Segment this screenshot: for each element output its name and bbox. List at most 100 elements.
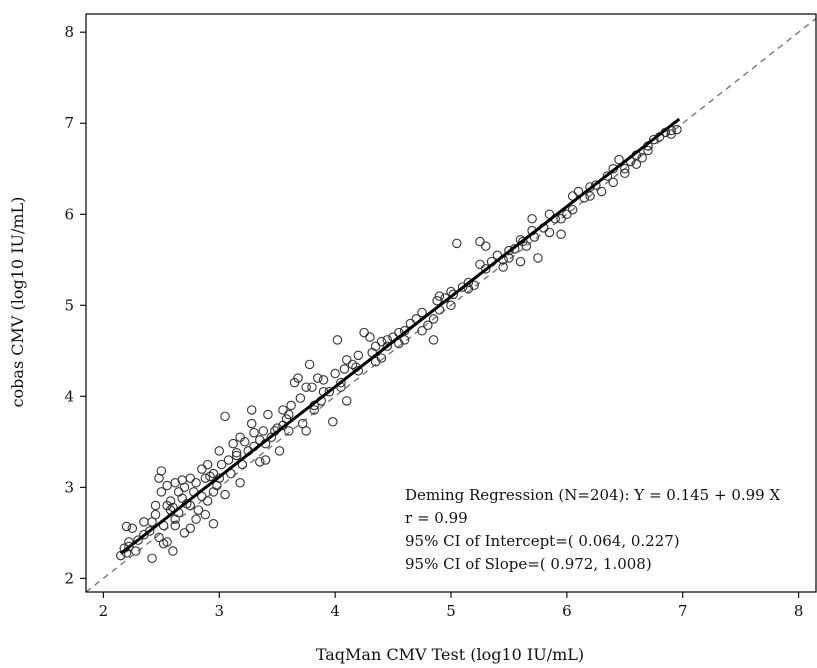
data-point <box>150 500 161 511</box>
data-point <box>220 489 230 500</box>
data-point <box>131 546 141 556</box>
data-point <box>156 487 167 497</box>
data-point <box>168 546 178 556</box>
data-point <box>284 426 294 436</box>
y-tick-label: 7 <box>64 114 74 132</box>
data-point <box>666 129 676 139</box>
data-point <box>339 364 350 374</box>
data-point <box>521 241 532 251</box>
x-tick-label: 6 <box>562 602 572 620</box>
data-point <box>177 493 187 503</box>
data-point <box>417 307 427 318</box>
data-point <box>191 514 201 524</box>
data-point <box>278 405 288 415</box>
data-point <box>527 214 537 224</box>
data-point <box>341 355 352 365</box>
data-point <box>359 327 369 338</box>
data-point <box>185 473 196 483</box>
data-point <box>216 459 227 470</box>
data-point <box>121 521 132 532</box>
data-point <box>260 455 271 465</box>
data-point <box>255 457 265 467</box>
data-point <box>620 168 630 179</box>
chart-marks <box>86 18 816 592</box>
data-point <box>214 473 225 483</box>
data-point <box>235 478 245 488</box>
x-tick-label: 2 <box>99 602 109 620</box>
data-point <box>223 455 234 465</box>
y-tick-label: 2 <box>64 569 74 587</box>
data-point <box>533 253 543 263</box>
data-point <box>177 475 187 485</box>
data-point <box>544 227 555 238</box>
data-point <box>515 256 526 267</box>
data-point <box>249 427 259 438</box>
annotation-line: Deming Regression (N=204): Y = 0.145 + 0… <box>405 486 780 504</box>
data-point <box>246 418 257 429</box>
data-point <box>370 341 381 351</box>
data-point <box>332 335 343 345</box>
data-point <box>370 356 381 367</box>
data-point <box>258 426 269 436</box>
data-point <box>295 393 306 403</box>
data-point <box>185 523 196 534</box>
data-point <box>672 124 682 135</box>
data-point <box>602 171 613 181</box>
data-point <box>293 373 303 383</box>
data-point <box>263 409 273 420</box>
annotation-line: r = 0.99 <box>405 509 468 527</box>
data-point <box>127 523 138 534</box>
data-point <box>341 396 352 406</box>
data-point <box>309 405 320 415</box>
data-point <box>193 505 204 515</box>
y-tick-label: 3 <box>64 478 74 496</box>
data-point <box>614 154 624 165</box>
data-point <box>328 417 338 427</box>
data-point <box>158 539 169 549</box>
data-point <box>481 264 491 274</box>
y-tick-label: 8 <box>64 23 74 41</box>
data-point <box>133 535 143 545</box>
data-point <box>239 437 250 447</box>
data-point <box>365 332 375 342</box>
data-point <box>620 163 630 174</box>
data-point <box>318 375 329 385</box>
data-point <box>556 229 566 240</box>
data-point <box>150 509 161 520</box>
data-point <box>202 459 213 470</box>
data-point <box>382 335 393 345</box>
y-tick-label: 5 <box>64 296 74 314</box>
data-point <box>139 517 149 527</box>
data-point <box>637 153 647 163</box>
data-point <box>434 291 445 301</box>
data-point <box>417 326 427 336</box>
annotation-line: 95% CI of Intercept=( 0.064, 0.227) <box>405 532 680 550</box>
data-point <box>324 386 335 397</box>
data-point <box>463 277 474 288</box>
data-point <box>156 466 167 476</box>
data-point <box>307 382 317 392</box>
data-point <box>124 541 134 552</box>
data-point <box>235 432 245 443</box>
regression-line <box>119 117 681 555</box>
data-point <box>330 368 340 379</box>
data-point <box>428 314 439 324</box>
x-tick-label: 7 <box>678 602 688 620</box>
data-point <box>504 245 514 256</box>
data-point <box>220 411 230 422</box>
plot-frame <box>85 13 817 593</box>
axis-ticks: 2 3 4 5 6 7 8 2 3 4 5 6 7 8 <box>64 23 803 620</box>
data-point <box>585 191 595 201</box>
data-point <box>475 259 485 270</box>
y-tick-label: 4 <box>64 387 74 405</box>
data-point <box>448 289 459 300</box>
data-point <box>200 509 211 520</box>
data-point <box>504 253 514 263</box>
y-axis-title: cobas CMV (log10 IU/mL) <box>8 197 27 408</box>
data-point <box>643 145 653 156</box>
x-axis-title: TaqMan CMV Test (log10 IU/mL) <box>316 645 584 664</box>
data-point <box>191 478 201 488</box>
data-point <box>274 446 285 456</box>
data-point <box>179 528 190 538</box>
